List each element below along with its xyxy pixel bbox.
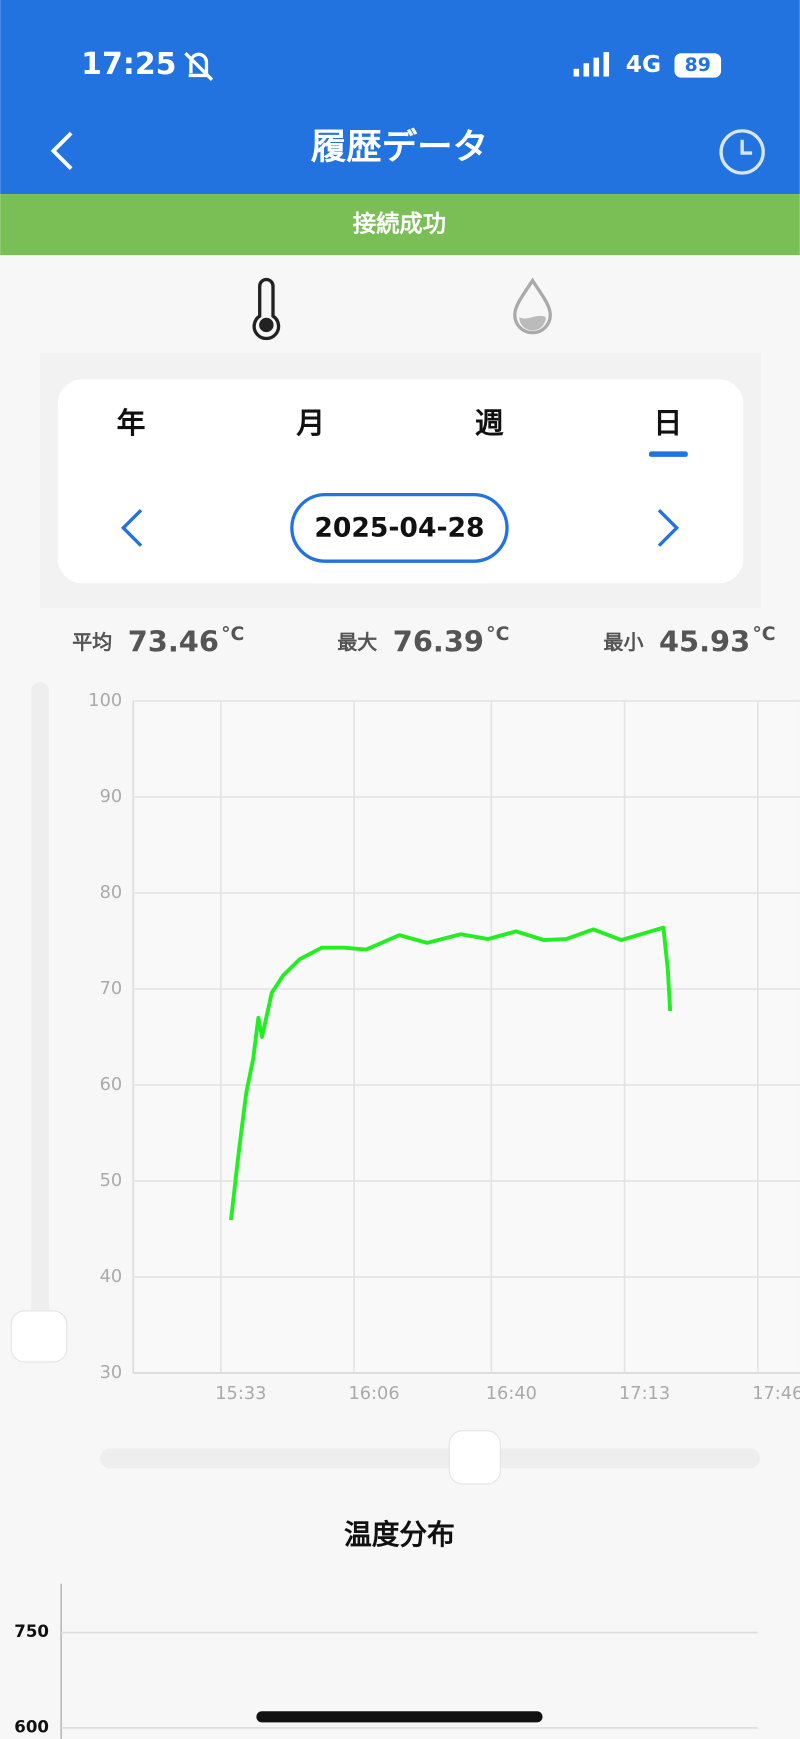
vertical-slider-knob[interactable]	[10, 1310, 68, 1363]
prev-date-button[interactable]	[120, 508, 143, 547]
y-tick-label: 30	[100, 1363, 123, 1383]
stat-value: 73.46	[128, 624, 219, 658]
tab-indicator	[648, 451, 688, 457]
battery-icon	[674, 53, 722, 78]
stat-unit: °C	[221, 624, 244, 645]
stat-label: 平均	[72, 630, 112, 654]
battery-level: 89	[685, 55, 711, 76]
page-title: 履歴データ	[311, 127, 488, 168]
banner-bg	[0, 194, 800, 256]
stat-label: 最大	[337, 630, 377, 654]
y-tick-label: 600	[14, 1717, 49, 1736]
stat-unit: °C	[486, 624, 509, 645]
home-indicator	[256, 1711, 543, 1723]
back-button[interactable]	[50, 131, 73, 170]
x-tick-label: 17:46	[752, 1384, 800, 1404]
y-tick-label: 50	[100, 1171, 123, 1191]
next-date-button[interactable]	[657, 508, 680, 547]
chart-title: 温度分布	[344, 1518, 455, 1551]
status-network: 4G	[626, 51, 661, 78]
stat-unit: °C	[752, 624, 775, 645]
y-tick-label: 60	[100, 1075, 123, 1095]
period-tab[interactable]: 週	[475, 406, 504, 440]
y-tick-label: 70	[100, 979, 123, 999]
mute-icon	[184, 52, 214, 82]
x-tick-label: 16:06	[349, 1384, 400, 1404]
date-text: 2025-04-28	[314, 513, 484, 544]
period-tab[interactable]: 日	[653, 406, 682, 440]
connection-status: 接続成功	[353, 211, 446, 238]
period-card	[57, 379, 744, 584]
humidity-tab[interactable]	[513, 277, 552, 335]
header-bg	[0, 0, 800, 195]
y-tick-label: 100	[88, 691, 122, 711]
x-tick-label: 17:13	[619, 1384, 670, 1404]
period-tab[interactable]: 月	[296, 406, 325, 440]
history-button[interactable]	[719, 129, 765, 175]
date-pill[interactable]	[290, 492, 509, 563]
status-time: 17:25	[81, 47, 176, 82]
stat-value: 45.93	[659, 624, 750, 658]
y-tick-label: 80	[100, 883, 123, 903]
horizontal-slider-knob[interactable]	[448, 1430, 501, 1485]
plot-bg	[133, 700, 800, 1374]
period-tab[interactable]: 年	[117, 406, 146, 440]
y-tick-label: 40	[100, 1267, 123, 1287]
vertical-slider-track	[31, 682, 49, 1348]
y-tick-label: 90	[100, 787, 123, 807]
x-tick-label: 16:40	[486, 1384, 537, 1404]
y-tick-label: 750	[14, 1622, 49, 1641]
signal-icon	[573, 52, 610, 77]
temperature-tab[interactable]	[252, 277, 281, 341]
stat-value: 76.39	[393, 624, 484, 658]
horizontal-slider-track	[100, 1448, 760, 1469]
stat-label: 最小	[604, 630, 644, 654]
x-tick-label: 15:33	[215, 1384, 266, 1404]
data-line	[229, 925, 673, 1221]
